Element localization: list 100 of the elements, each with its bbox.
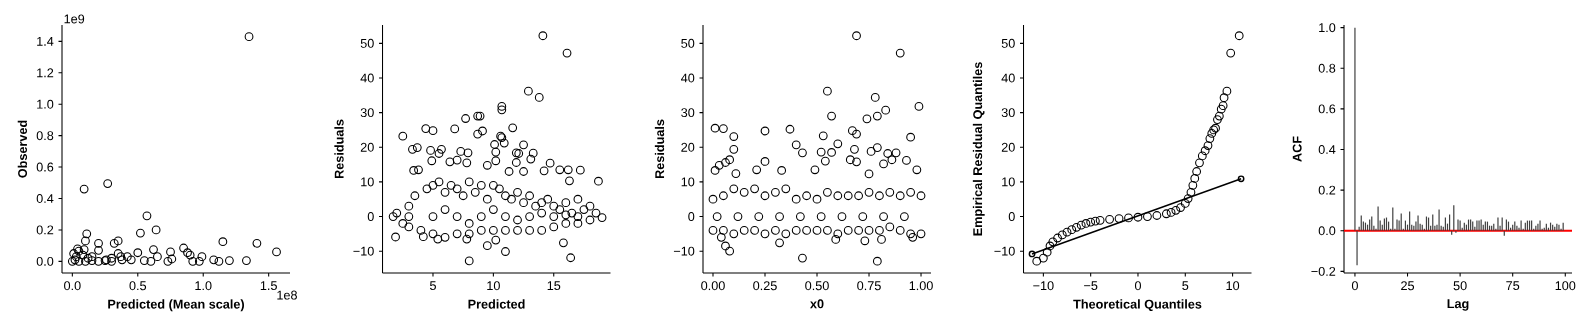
x-tick-label: 10 (1226, 281, 1240, 291)
x-tick-label: −10 (1033, 281, 1054, 291)
point (79, 245, 89, 254)
point (87, 256, 97, 265)
x-axis-title: Predicted (468, 299, 525, 309)
point (1114, 214, 1124, 224)
point (272, 247, 281, 257)
point (244, 32, 254, 42)
point (1192, 167, 1202, 176)
point (1091, 216, 1100, 226)
point (113, 249, 123, 258)
point (166, 247, 175, 257)
y-tick-label: 30 (681, 108, 695, 118)
point (1213, 115, 1222, 124)
point (109, 238, 119, 248)
point (242, 256, 251, 265)
point (218, 237, 228, 247)
point (1076, 220, 1086, 230)
point (1205, 134, 1215, 144)
y-tick-label: 0.0 (1318, 226, 1336, 236)
y-tick-label: 40 (360, 73, 374, 83)
point (1133, 212, 1143, 222)
point (87, 252, 97, 262)
point (1214, 111, 1224, 121)
y-tick-label: −10 (994, 246, 1015, 256)
y-tick-label: 0.8 (1318, 63, 1336, 73)
point (1053, 233, 1062, 243)
point (1062, 227, 1072, 237)
point (79, 184, 89, 194)
y-tick-label: 0.2 (1318, 185, 1336, 195)
x-axis-title: Theoretical Quantiles (1073, 299, 1202, 311)
x-tick-label: 100 (1555, 281, 1576, 291)
y-tick-label: 0.6 (1318, 104, 1336, 114)
point (83, 253, 93, 263)
y-tick-label: 0.4 (1318, 145, 1336, 154)
y-tick-label: −10 (673, 246, 695, 256)
point (126, 255, 136, 265)
point (133, 248, 143, 258)
point (1038, 253, 1048, 263)
point (214, 256, 224, 266)
point (163, 256, 173, 266)
x-tick-label: 5 (1182, 281, 1189, 291)
point (1207, 129, 1217, 138)
point (1186, 187, 1196, 197)
point (1200, 146, 1210, 156)
point (185, 250, 195, 260)
point (139, 256, 149, 265)
point (113, 236, 123, 246)
x-tick-label: 25 (1401, 281, 1415, 291)
point (81, 256, 90, 266)
point (78, 250, 88, 260)
point (1166, 207, 1176, 217)
x-tick-label: 1.0 (195, 281, 212, 291)
x-axis-title: x0 (810, 299, 824, 309)
point (1176, 203, 1185, 212)
y-tick-label: 10 (1002, 177, 1015, 187)
y-tick-label: −10 (353, 246, 374, 256)
point (94, 238, 103, 248)
y-tick-label: 10 (681, 177, 695, 187)
y-tick-label: 10 (361, 177, 374, 187)
point (82, 229, 92, 239)
point (1188, 180, 1198, 190)
x-tick-label: 0.0 (64, 281, 81, 291)
point (183, 248, 192, 258)
point (146, 256, 156, 266)
y-tick-label: 50 (681, 38, 695, 48)
x-tick-label: −5 (1084, 281, 1098, 291)
point (1195, 158, 1204, 168)
x-tick-label: 75 (1506, 281, 1520, 291)
x-axis-title: Lag (1447, 299, 1469, 311)
point (153, 252, 162, 262)
y-tick-label: 0 (688, 212, 695, 222)
point (179, 243, 189, 253)
x-tick-label: 50 (1453, 281, 1467, 291)
point (225, 256, 234, 265)
x-tick-label: 1.00 (909, 281, 933, 291)
y-tick-label: 1.0 (1319, 23, 1336, 33)
point (1143, 212, 1152, 221)
x-axis-title: Predicted (Mean scale) (108, 299, 244, 312)
point (1161, 209, 1171, 219)
x-tick-label: 15 (547, 281, 561, 291)
point (1095, 215, 1105, 225)
x-tick-label: 0 (1351, 281, 1358, 291)
y-axis-title: ACF (1292, 136, 1302, 162)
y-tick-label: 0 (1008, 212, 1015, 222)
x-tick-label: 0.50 (805, 281, 829, 291)
point (1183, 194, 1193, 203)
text: 1e9 (64, 14, 85, 24)
point (81, 236, 90, 246)
point (136, 228, 145, 238)
point (142, 211, 152, 221)
point (1105, 214, 1115, 224)
point (1171, 205, 1181, 215)
point (194, 256, 204, 266)
point (1222, 86, 1232, 96)
point (1057, 230, 1067, 240)
y-tick-label: 50 (360, 38, 374, 48)
point (1226, 48, 1236, 58)
point (1190, 174, 1200, 183)
point (1180, 198, 1190, 208)
